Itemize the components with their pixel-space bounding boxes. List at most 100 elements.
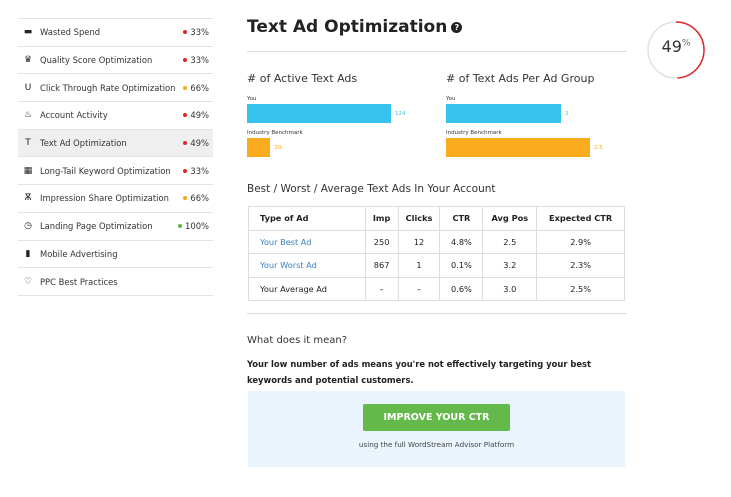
magnet-icon: U [24,82,32,93]
table-row: Your Worst Ad 867 1 0.1% 3.2 2.3% [248,253,625,278]
chart-title: # of Active Text Ads [247,72,358,85]
table-cell: 0.1% [439,253,484,278]
page-title-text: Text Ad Optimization [247,17,448,37]
ads-table: Type of Ad Imp Clicks CTR Avg Pos Expected CT… [248,206,625,301]
sidebar-item-label: Text Ad Optimization [40,138,127,149]
table-cell: 3.0 [482,276,538,301]
sidebar-item-label: Mobile Advertising [40,248,118,259]
help-icon[interactable]: ? [451,21,463,33]
divider [247,51,627,52]
benchmark-value: 2.5 [594,145,603,151]
sidebar-item-score: 66% [190,82,209,93]
table-header-row: Type of Ad Imp Clicks CTR Avg Pos Expected CT… [248,206,625,231]
column-header: Imp [364,206,399,231]
improve-ctr-button[interactable]: IMPROVE YOUR CTR [363,404,510,431]
ad-link[interactable]: Your Best Ad [248,229,366,254]
sidebar-nav: ▬ Wasted Spend 33% ♛ Quality Score Optimizat… [18,18,213,296]
fire-icon: ♨ [23,110,33,121]
table-cell: 2.3% [536,253,625,278]
page-title: Text Ad Optimization? [247,17,463,37]
sidebar-item-score: 66% [190,193,209,204]
sidebar-item-score: 49% [190,138,209,149]
benchmark-bar [247,138,271,157]
table-cell: 0.6% [439,276,484,301]
score-number: 49 [661,37,682,56]
score-gauge [647,21,705,79]
cta-subtext: using the full WordStream Advisor Platfo… [358,440,515,449]
binoculars-icon: Ѫ [24,193,32,204]
sidebar-item-impression-share-optimization[interactable]: Ѫ Impression Share Optimization 66% [18,185,213,213]
table-row: Your Average Ad – –0.6% 3.0 2.5% [248,276,625,301]
award-icon: ♛ [23,55,33,66]
sidebar-item-landing-page-optimization[interactable]: ◷ Landing Page Optimization 100% [18,213,213,241]
sidebar-item-mobile-advertising[interactable]: ▮ Mobile Advertising [18,241,213,269]
score-unit: % [681,38,691,49]
table-cell: 12 [397,229,441,254]
status-dot [183,168,188,173]
table-cell: – [397,276,441,301]
mobile-icon: ▮ [25,248,31,259]
sidebar-item-label: Landing Page Optimization [40,221,153,232]
table-cell: 2.5% [536,276,625,301]
wallet-icon: ▬ [23,27,33,38]
sidebar-item-wasted-spend[interactable]: ▬ Wasted Spend 33% [18,19,213,47]
sidebar-item-label: Impression Share Optimization [40,193,169,204]
table-cell: 1 [397,253,441,278]
text-icon: T [25,138,31,149]
sidebar-item-label: Quality Score Optimization [40,55,153,66]
benchmark-label: Industry Benchmark [247,130,303,136]
table-cell: – [364,276,399,301]
chart-title: # of Text Ads Per Ad Group [446,72,595,85]
column-header: Clicks [397,206,441,231]
sidebar-item-quality-score-optimization[interactable]: ♛ Quality Score Optimization 33% [18,47,213,75]
clock-icon: ◷ [24,221,32,232]
sidebar-item-click-through-rate-optimization[interactable]: U Click Through Rate Optimization 66% [18,74,213,103]
score-value: 49% [646,37,706,56]
status-dot [183,141,188,146]
table-cell: 867 [364,253,399,278]
table-cell: 3.2 [482,253,538,278]
divider [247,313,627,314]
ad-link[interactable]: Your Worst Ad [248,253,366,278]
benchmark-value: 20 [274,145,282,151]
benchmark-label: Industry Benchmark [446,130,502,136]
status-dot [183,30,188,35]
you-label: You [446,96,456,102]
benchmark-bar [446,138,590,157]
sidebar-item-label: Wasted Spend [40,27,101,38]
status-dot [183,58,188,63]
gauge-arc [647,21,705,79]
sidebar-item-label: Account Activity [40,110,108,121]
column-header: Expected CTR [536,206,625,231]
heart-icon: ♡ [23,276,33,287]
status-dot [183,113,188,118]
table-row: Your Best Ad 250 12 4.8% 2.5 2.9% [248,229,625,254]
table-title: Best / Worst / Average Text Ads In Your … [247,183,496,195]
you-value: 124 [395,111,406,117]
table-cell: 4.8% [439,229,484,254]
sidebar-item-score: 100% [185,221,209,232]
cta-panel: IMPROVE YOUR CTR using the full WordStre… [248,391,625,467]
sidebar-item-score: 33% [190,55,209,66]
chart-icon: ▦ [23,165,33,176]
column-header: CTR [439,206,484,231]
sidebar-item-score: 33% [190,27,209,38]
status-dot [183,85,188,90]
meaning-message: Your low number of ads means you're not … [247,359,592,385]
table-cell: Your Average Ad [248,276,366,301]
sidebar-item-score: 49% [190,110,209,121]
column-header: Avg Pos [482,206,538,231]
column-header: Type of Ad [248,206,366,231]
meaning-heading: What does it mean? [247,335,348,346]
sidebar-item-label: Click Through Rate Optimization [40,82,176,93]
sidebar-item-long-tail-keyword-optimization[interactable]: ▦ Long-Tail Keyword Optimization 33% [18,157,213,186]
you-bar [446,104,562,123]
sidebar-item-label: PPC Best Practices [40,276,118,287]
sidebar-item-text-ad-optimization[interactable]: T Text Ad Optimization 49% [18,129,213,158]
table-cell: 250 [364,229,399,254]
you-bar [247,104,391,123]
table-cell: 2.9% [536,229,625,254]
sidebar-item-account-activity[interactable]: ♨ Account Activity 49% [18,102,213,130]
status-dot [178,224,183,229]
sidebar-item-ppc-best-practices[interactable]: ♡ PPC Best Practices [18,268,213,296]
